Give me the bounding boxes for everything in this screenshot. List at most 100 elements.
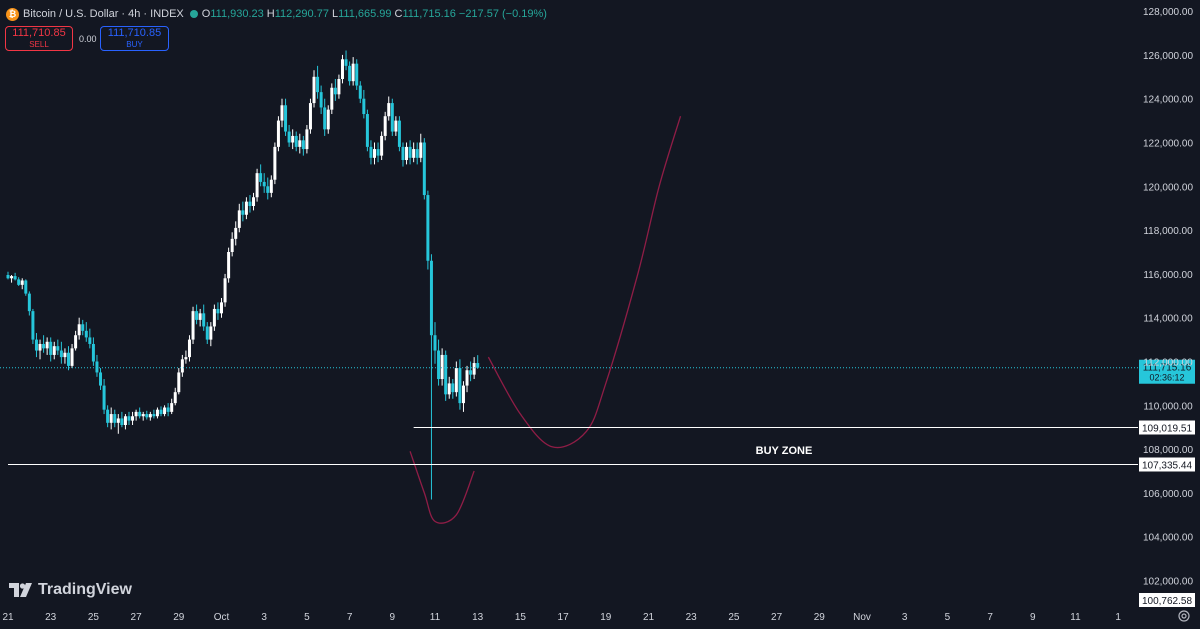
time-tick-label: 29 [173,612,185,623]
price-tick-label: 104,000.00 [1143,533,1193,544]
candle-body [298,140,302,147]
candle-body [365,114,369,147]
price-tick-label: 126,000.00 [1143,51,1193,62]
candle-body [163,407,167,415]
time-tick-label: 9 [1030,612,1036,623]
price-tick-label: 102,000.00 [1143,577,1193,588]
candle-body [323,107,327,130]
ohlc-low-value: 111,665.99 [338,8,392,20]
candle-body [106,409,110,423]
symbol-header: ₿ Bitcoin / U.S. Dollar · 4h · INDEX O 11… [6,6,550,22]
candle-body [99,372,103,386]
candle-body [63,352,67,358]
candle-body [397,120,401,147]
tradingview-logo[interactable]: TradingView [9,581,132,599]
candle-body [390,103,394,132]
price-tick-label: 118,000.00 [1143,226,1193,237]
candle-body [308,103,312,130]
candle-body [17,279,21,285]
candle-body [127,416,131,421]
candle-body [259,173,263,182]
candle-body [408,146,412,158]
candle-body [269,179,273,193]
candle-body [220,302,223,314]
sell-button[interactable]: 111,710.85 SELL [5,26,73,51]
time-tick-label: 11 [430,612,441,623]
candle-body [234,227,238,239]
candle-body [77,324,81,336]
time-tick-label: Nov [853,612,871,623]
time-tick-label: 3 [261,612,267,623]
price-axis[interactable]: 102,000.00 104,000.00 106,000.00 108,000.00… [1139,7,1195,607]
candle-body [120,418,124,426]
logo-text: TradingView [38,581,132,598]
candle-body [6,274,10,279]
candle-body [173,392,177,404]
time-tick-label: 29 [814,612,826,623]
candle-body [458,368,462,404]
candle-body [195,311,199,320]
price-tick-label: 112,000.00 [1143,358,1193,369]
ohlc-high-value: 112,290.77 [274,8,329,20]
candle-body [451,383,455,393]
candle-body [155,409,159,417]
candle-body [81,324,85,331]
time-tick-label: Oct [214,612,230,623]
candle-body [383,116,387,136]
candle-body [362,98,366,115]
ohlc-close-value: 111,715.16 [402,8,456,20]
bar-countdown: 02:36:12 [1149,373,1184,383]
time-tick-label: 23 [686,612,698,623]
candle-body [255,173,259,198]
candle-body [180,359,184,373]
candle-body [227,252,231,279]
candle-body [461,385,465,404]
gear-icon[interactable] [1177,609,1191,623]
candle-body [131,416,135,421]
candle-body [319,92,323,108]
candle-body [244,201,248,215]
candle-body [262,181,266,187]
time-tick-label: 7 [987,612,993,623]
candle-body [351,63,355,82]
time-tick-label: 13 [472,612,484,623]
ohlc-close-label: C [394,8,403,20]
price-tick-label: 108,000.00 [1143,445,1193,456]
candle-body [123,416,127,426]
candle-body [45,341,49,349]
candle-body [216,308,220,314]
ohlc-low-label: L [331,8,339,20]
candle-body [116,418,120,423]
candle-body [24,280,28,294]
ohlc-open-value: 111,930.23 [210,8,264,20]
candle-body [305,129,309,150]
candle-body [348,65,352,82]
candle-body [472,363,476,375]
horizontal-line-label-box [1139,457,1195,472]
candles-layer [6,50,480,500]
candle-body [252,197,256,207]
candle-body [134,411,138,417]
time-tick-label: 25 [728,612,740,623]
candle-body [66,352,70,366]
candle-body [433,335,437,351]
price-tick-label: 120,000.00 [1143,182,1193,193]
candle-body [316,76,320,93]
candle-body [284,105,288,132]
candle-body [56,346,60,351]
candle-body [415,149,419,158]
buy-label: BUY [126,40,143,49]
candle-body [301,140,305,150]
candle-body [465,370,469,386]
time-axis[interactable]: 21 23 25 27 29 Oct 3 5 7 9 11 13 15 17 19 21 23 25 27 29 Nov… [2,612,1121,623]
candle-body [31,311,35,340]
buy-button[interactable]: 111,710.85 BUY [100,26,169,51]
symbol-title[interactable]: Bitcoin / U.S. Dollar · 4h · INDEX [23,8,184,20]
candle-body [241,210,245,215]
ohlc-high-label: H [266,8,275,20]
time-tick-label: 25 [88,612,100,623]
ohlc-open-label: O [201,8,211,20]
candle-body [333,87,337,95]
candle-body [429,260,433,336]
